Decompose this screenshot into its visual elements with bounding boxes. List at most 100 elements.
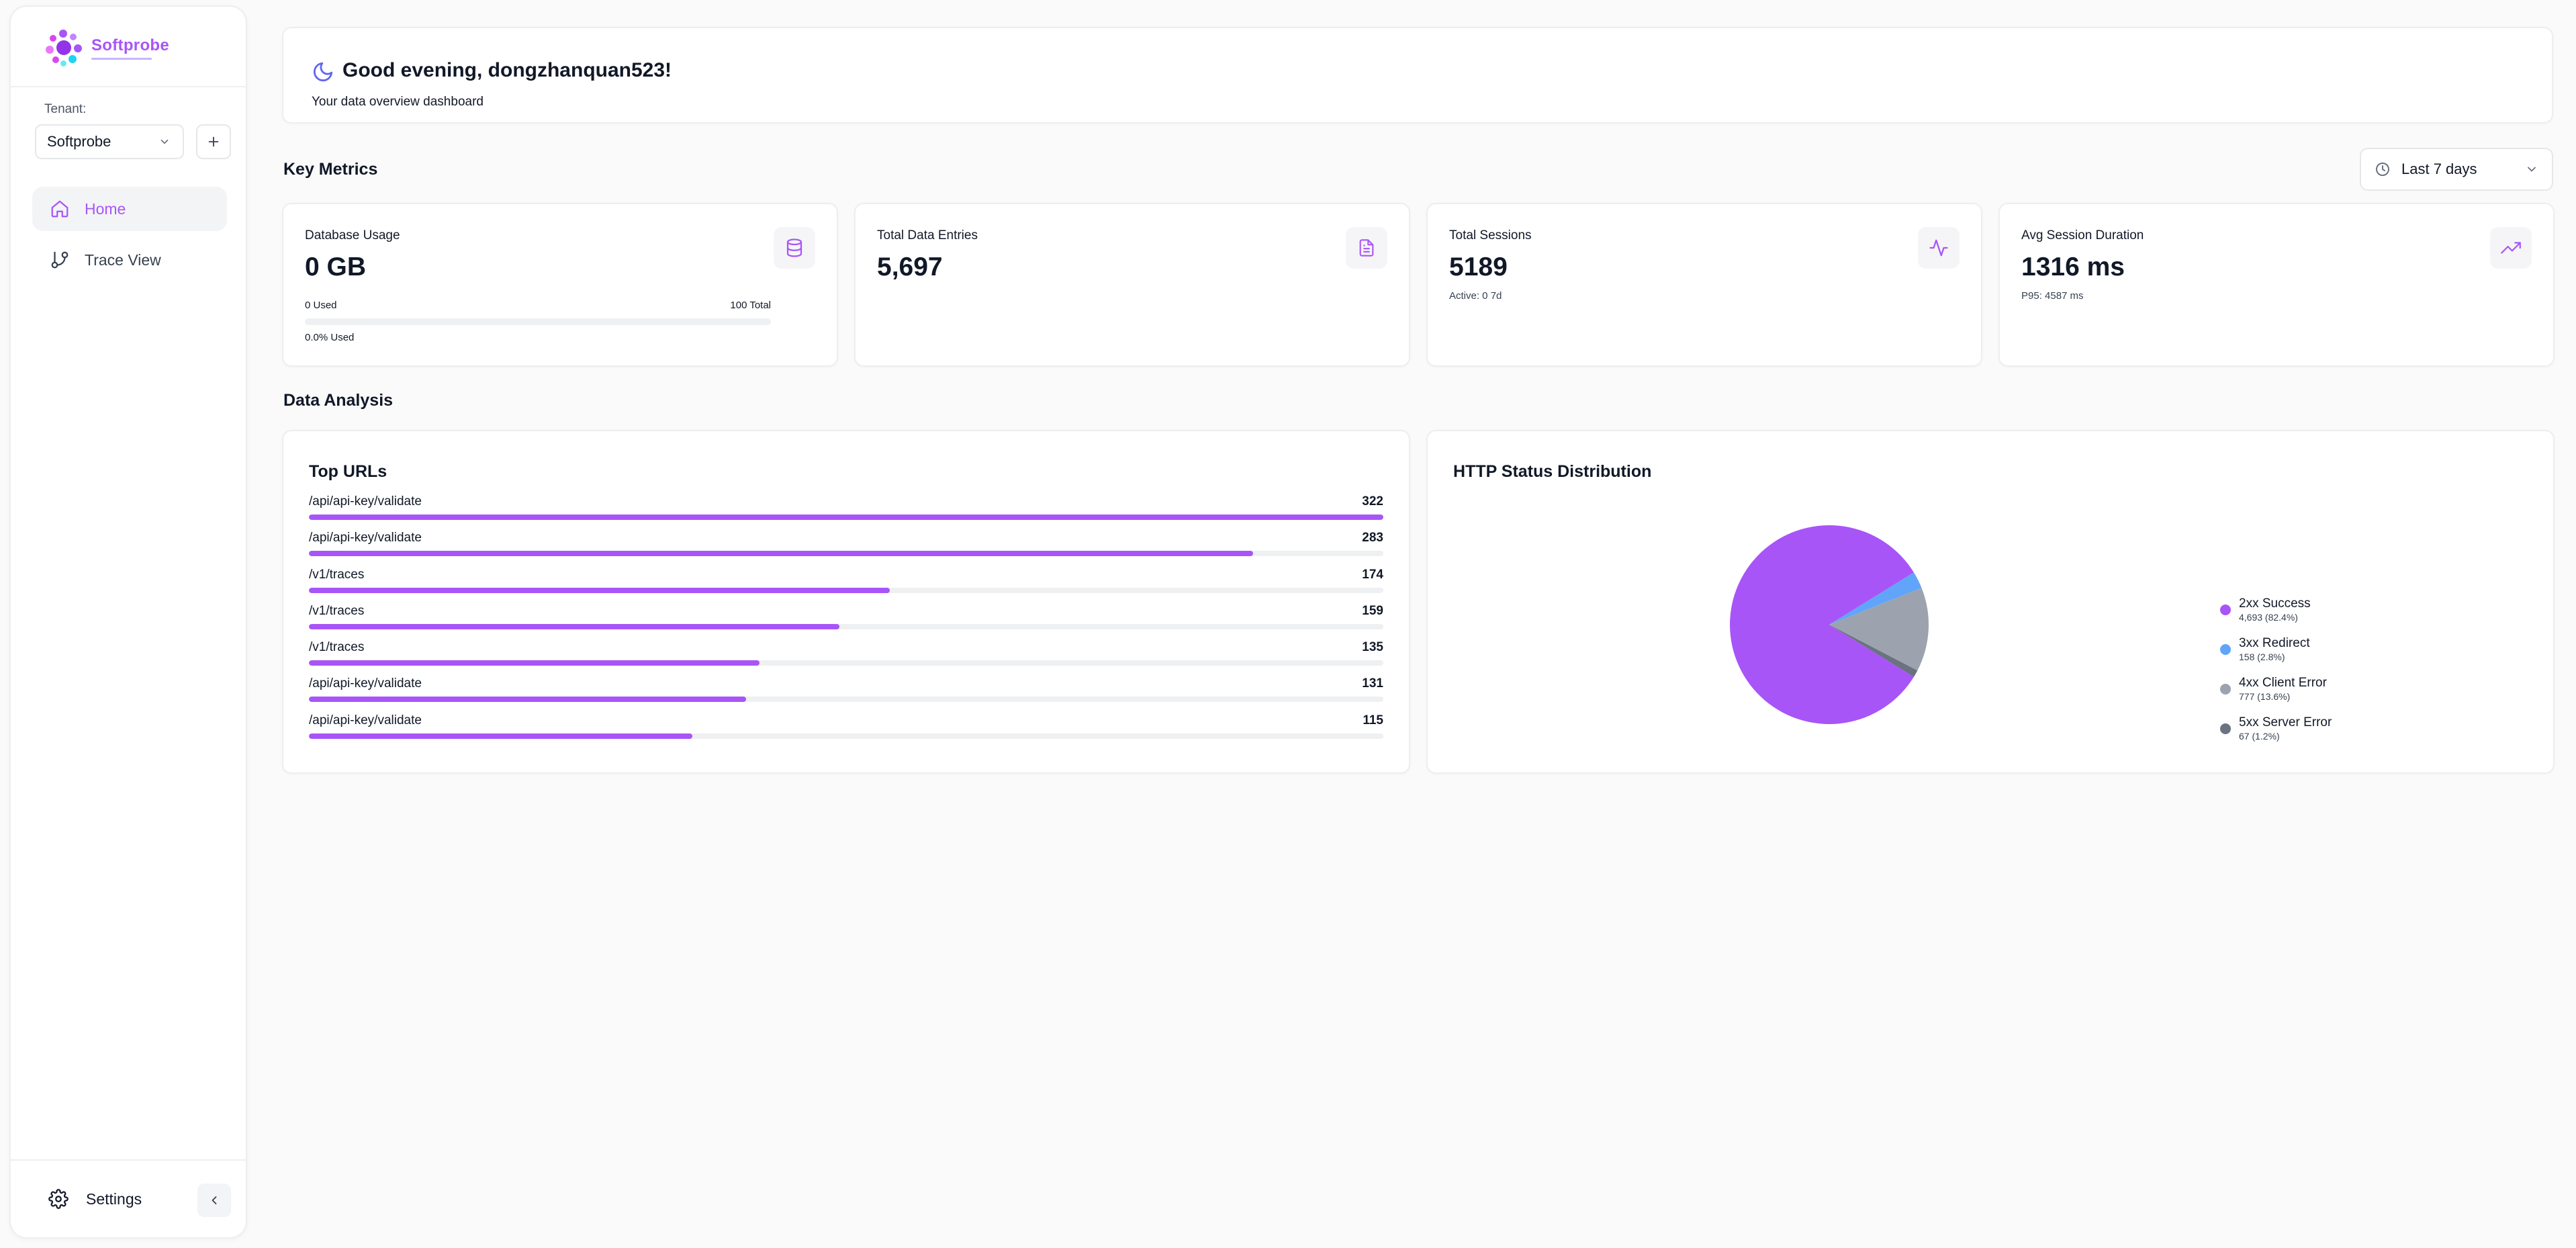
url-name: /v1/traces [309,640,365,655]
url-name: /api/api-key/validate [309,713,422,727]
url-row: /api/api-key/validate 115 [309,713,1383,750]
usage-percent: 0.0% Used [305,332,355,343]
http-status-card: HTTP Status Distribution 2xx Success 4,69… [1426,430,2555,774]
add-tenant-button[interactable] [196,124,231,159]
url-count: 115 [1363,713,1383,727]
nav-item-label: Trace View [85,251,161,269]
collapse-sidebar-button[interactable] [197,1184,231,1217]
legend-swatch [2220,605,2231,615]
url-bar [309,697,746,703]
top-urls-card: Top URLs /api/api-key/validate 322/api/ap… [282,430,1410,774]
chevron-left-icon [212,1196,217,1204]
nav-item-label: Home [85,199,126,218]
logo[interactable]: Softprobe [44,27,169,69]
divider [11,86,246,87]
chevron-down-icon [2528,167,2536,172]
legend-item: 2xx Success 4,693 (82.4%) [2220,596,2332,636]
chevron-down-icon [160,139,169,144]
metric-sub: Active: 0 7d [1449,290,1502,302]
url-row: /v1/traces 159 [309,604,1383,640]
metric-sub: P95: 4587 ms [2021,290,2084,302]
gear-icon [48,1189,68,1209]
top-urls-title: Top URLs [309,462,387,481]
url-name: /api/api-key/validate [309,676,422,691]
url-count: 131 [1362,676,1383,691]
legend-item: 5xx Server Error 67 (1.2%) [2220,715,2332,755]
greeting-subtitle: Your data overview dashboard [312,95,484,109]
time-range-value: Last 7 days [2401,161,2477,177]
key-metrics-title: Key Metrics [283,160,378,179]
url-name: /v1/traces [309,567,365,582]
legend-item: 3xx Redirect 158 (2.8%) [2220,636,2332,676]
url-bar [309,515,1383,520]
url-bar-track [309,733,1383,739]
url-row: /api/api-key/validate 283 [309,531,1383,567]
url-bar [309,660,760,666]
url-bar-track [309,515,1383,520]
url-row: /api/api-key/validate 131 [309,676,1383,713]
metric-value: 5,697 [877,253,943,281]
url-row: /v1/traces 135 [309,640,1383,676]
http-status-title: HTTP Status Distribution [1453,462,1652,481]
nav-item-trace-view[interactable]: Trace View [32,238,227,282]
legend-value: 158 (2.8%) [2239,652,2285,662]
usage-row: 0 Used 100 Total [305,300,771,311]
metric-card-total-data-entries: Total Data Entries 5,697 [854,203,1410,367]
metric-value: 0 GB [305,253,367,281]
activity-icon [1918,227,1960,269]
data-analysis-title: Data Analysis [283,391,394,410]
url-bar-track [309,551,1383,557]
metric-label: Database Usage [305,228,400,242]
http-status-legend: 2xx Success 4,693 (82.4%) 3xx Redirect 158 … [2220,596,2332,755]
url-bar [309,623,840,629]
url-count: 159 [1362,603,1383,618]
git-branch-icon [51,251,68,269]
home-icon [51,200,68,218]
top-urls-list: /api/api-key/validate 322/api/api-key/val… [309,494,1383,750]
usage-used: 0 Used [305,300,337,311]
legend-swatch [2220,723,2231,734]
metric-label: Total Data Entries [877,228,978,242]
greeting-card: Good evening, dongzhanquan523! Your data… [282,27,2553,124]
url-bar-track [309,660,1383,666]
url-count: 174 [1362,567,1383,582]
url-bar [309,551,1254,557]
usage-progress-bar [305,318,771,325]
url-name: /api/api-key/validate [309,531,422,545]
usage-total: 100 Total [730,300,771,311]
settings-link[interactable]: Settings [48,1189,142,1209]
database-icon [774,227,815,269]
tenant-select[interactable]: Softprobe [35,124,184,159]
url-name: /api/api-key/validate [309,494,422,508]
legend-item: 4xx Client Error 777 (13.6%) [2220,676,2332,715]
time-range-select[interactable]: Last 7 days [2360,148,2553,191]
settings-label: Settings [86,1190,142,1208]
legend-value: 67 (1.2%) [2239,731,2280,742]
legend-name: 2xx Success [2239,596,2311,611]
pie-slice-5xx[interactable] [1829,625,1918,677]
pie-slice-2xx[interactable] [1730,525,1914,724]
url-row: /v1/traces 174 [309,568,1383,604]
url-bar-track [309,587,1383,593]
metric-label: Avg Session Duration [2021,228,2144,242]
tenant-label: Tenant: [44,102,87,116]
url-count: 135 [1362,640,1383,655]
plus-icon [208,136,219,147]
metric-label: Total Sessions [1449,228,1532,242]
brand-name: Softprobe [91,36,170,54]
url-bar [309,587,890,593]
url-name: /v1/traces [309,603,365,618]
pie-slice-3xx[interactable] [1829,572,1922,625]
url-row: /api/api-key/validate 322 [309,494,1383,531]
tenant-select-value: Softprobe [47,133,111,150]
moon-icon [313,62,333,82]
divider [11,1159,246,1161]
legend-name: 3xx Redirect [2239,636,2310,650]
url-bar-track [309,623,1383,629]
legend-swatch [2220,684,2231,695]
pie-slice-4xx[interactable] [1829,588,1929,671]
legend-name: 4xx Client Error [2239,676,2327,690]
nav-item-home[interactable]: Home [32,187,227,231]
legend-name: 5xx Server Error [2239,715,2332,729]
